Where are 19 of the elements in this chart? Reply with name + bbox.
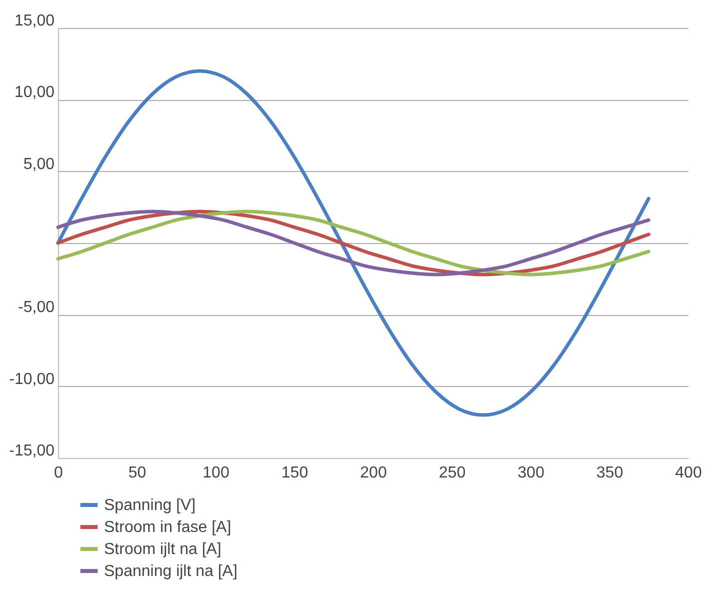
- x-tick-label: 350: [596, 464, 624, 482]
- x-tick-label: 150: [281, 464, 308, 482]
- legend-label: Spanning [V]: [104, 497, 196, 514]
- legend-label: Spanning ijlt na [A]: [104, 563, 238, 580]
- y-tick-label: 5,00: [23, 156, 55, 173]
- y-tick-label: -10,00: [9, 370, 55, 388]
- x-tick-label: 100: [202, 464, 230, 482]
- x-tick-label: 400: [675, 464, 702, 482]
- x-tick-label: 200: [360, 464, 387, 482]
- x-tick-label: 0: [54, 464, 64, 482]
- y-tick-label: -5,00: [18, 299, 55, 316]
- x-tick-label: 250: [438, 464, 466, 482]
- x-tick-label: 300: [518, 464, 544, 482]
- x-tick-label: 50: [128, 464, 146, 482]
- legend-label: Stroom in fase [A]: [104, 519, 232, 536]
- y-tick-label: 15,00: [14, 12, 55, 30]
- y-tick-label: -15,00: [9, 442, 55, 460]
- y-tick-label: 10,00: [14, 84, 55, 102]
- legend-label: Stroom ijlt na [A]: [104, 541, 222, 558]
